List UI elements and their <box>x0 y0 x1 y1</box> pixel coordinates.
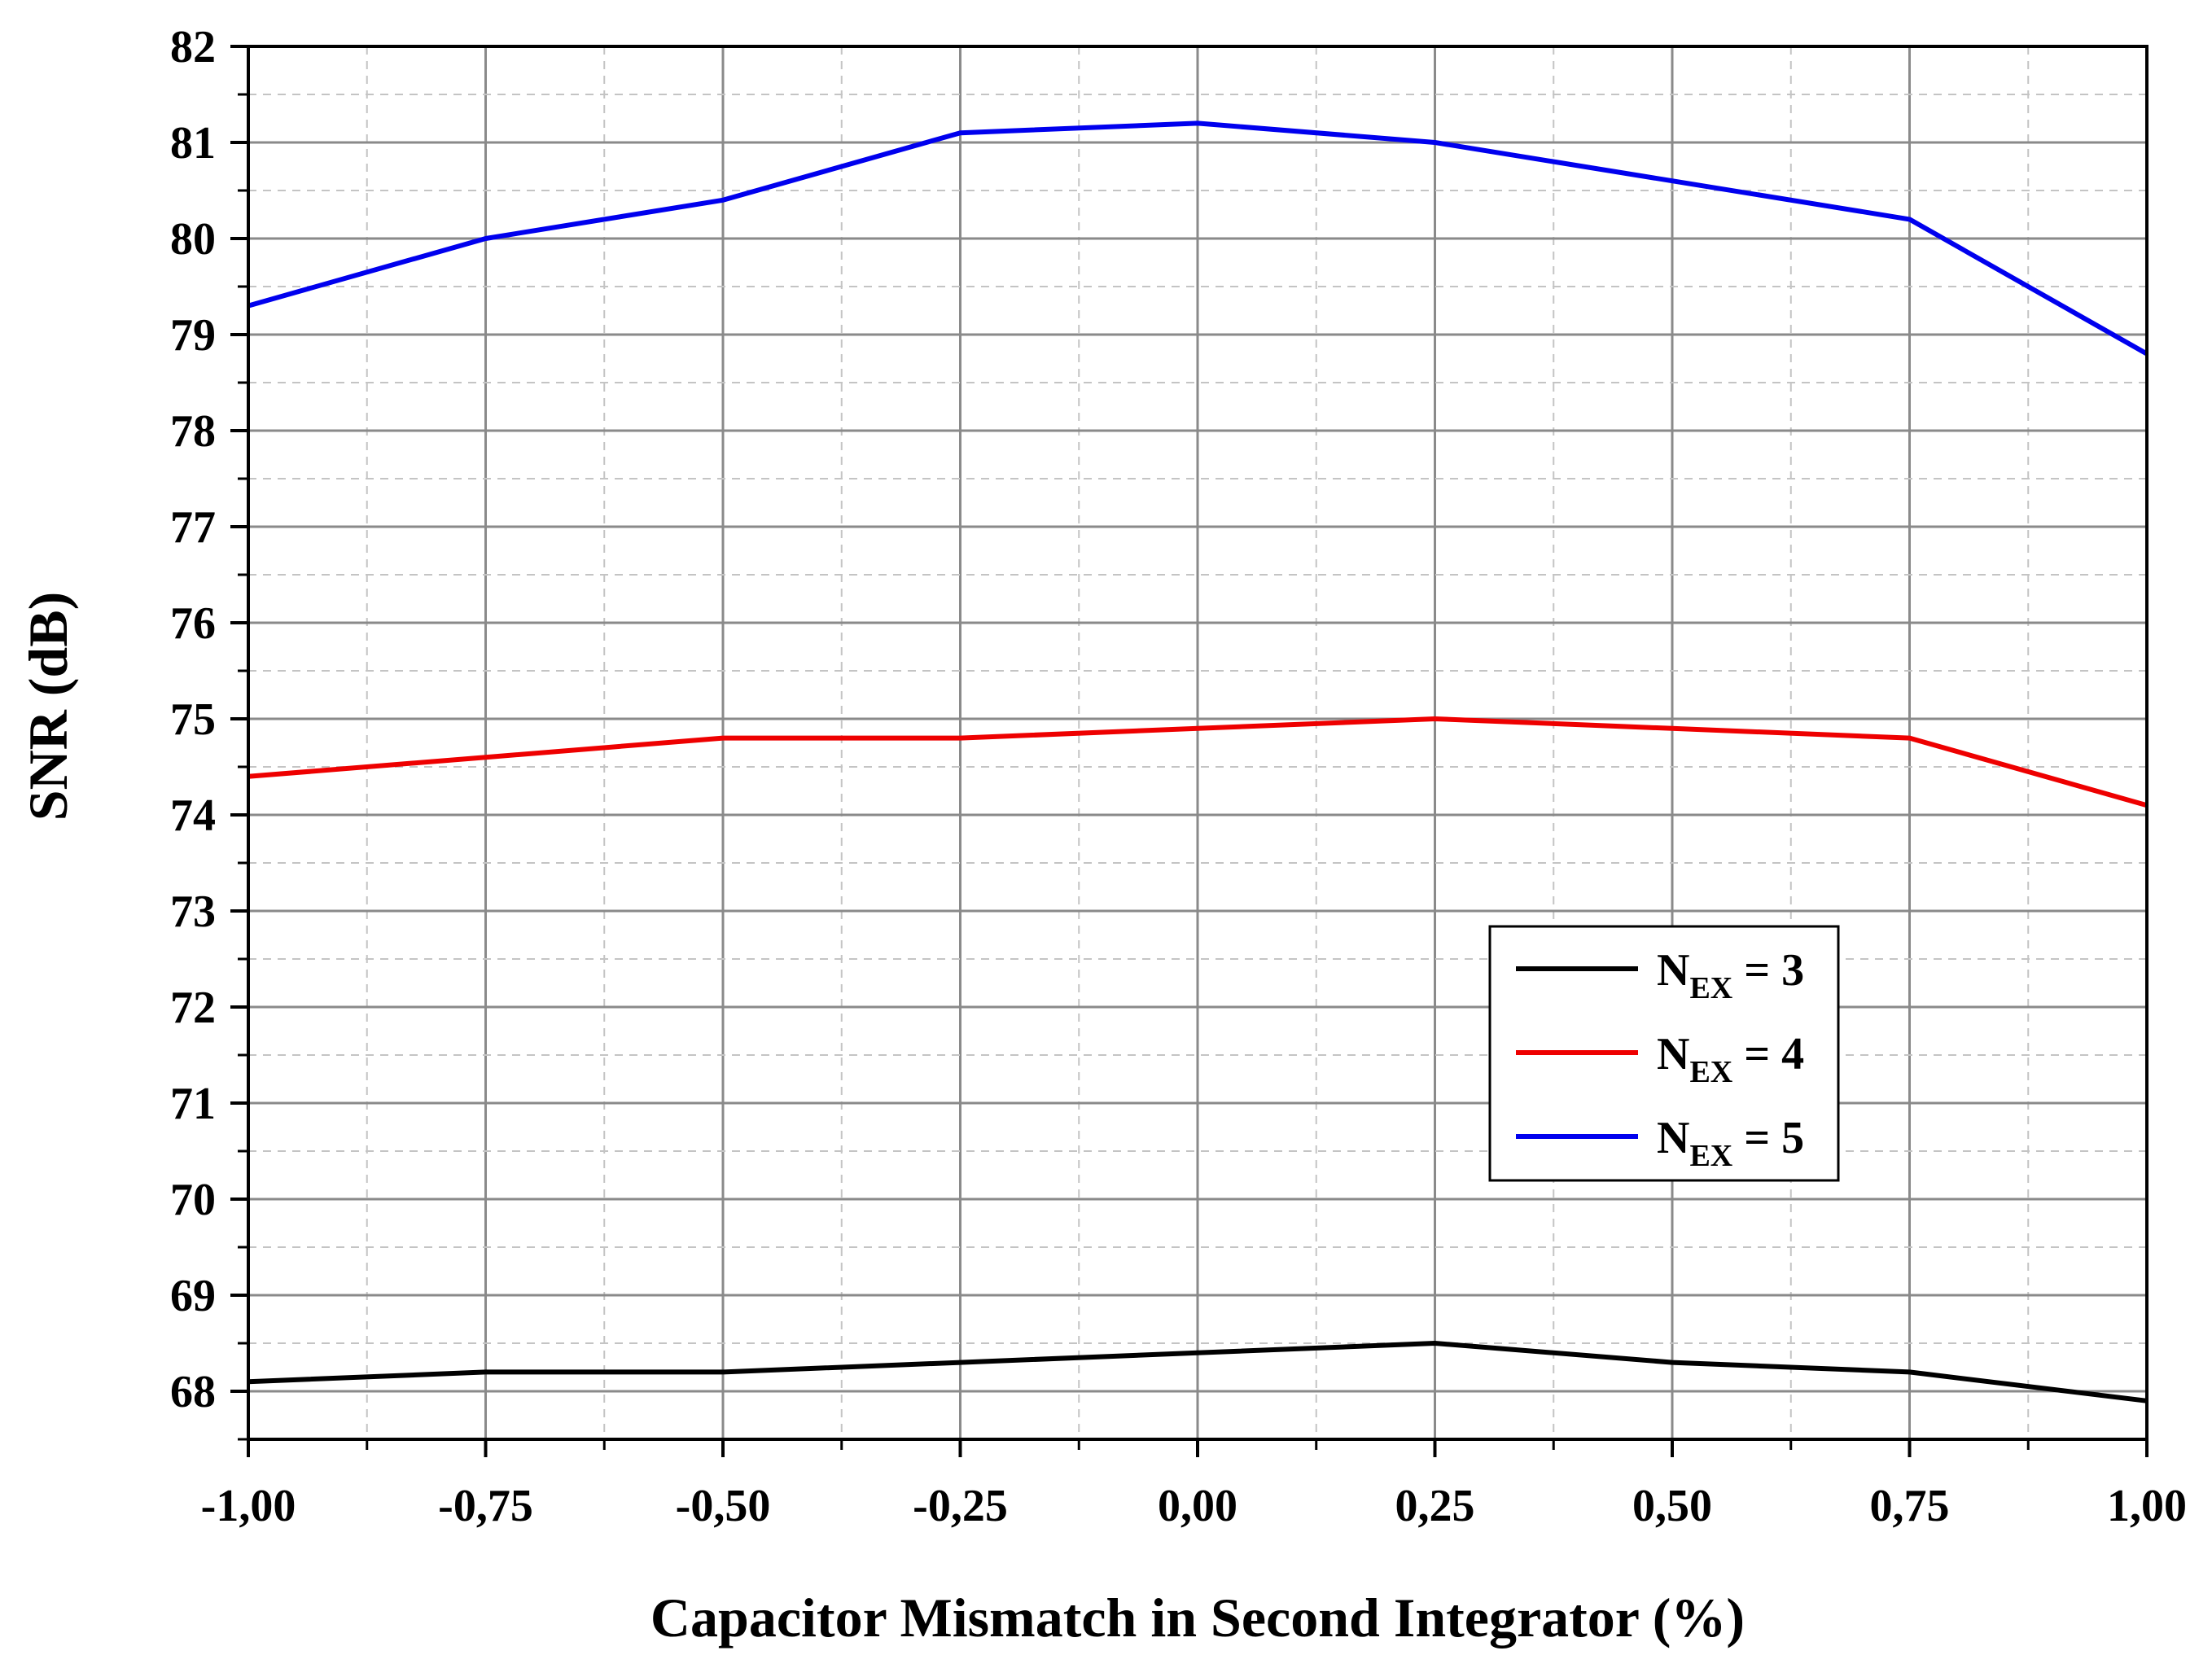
y-tick-label: 71 <box>170 1079 216 1129</box>
y-tick-label: 68 <box>170 1367 216 1417</box>
legend-label: NEX = 5 <box>1657 1113 1804 1173</box>
tick-labels: -1,00 -0,75 -0,50 -0,25 0,00 0,25 0,50 0,75 1,00… <box>170 22 2187 1531</box>
x-tick-label: 0,75 <box>1870 1481 1950 1531</box>
x-tick-label: -1,00 <box>201 1481 296 1531</box>
x-tick-label: 0,50 <box>1632 1481 1712 1531</box>
legend-label: NEX = 3 <box>1657 945 1804 1005</box>
legend: NEX = 3 NEX = 4 NEX = 5 <box>1488 925 1840 1182</box>
x-tick-label: 1,00 <box>2107 1481 2187 1531</box>
grid-lines <box>247 45 2148 1440</box>
y-tick-label: 82 <box>170 22 216 72</box>
y-tick-label: 78 <box>170 406 216 457</box>
y-tick-label: 81 <box>170 118 216 169</box>
series-line <box>247 120 2148 357</box>
axis-ticks <box>230 45 2148 1457</box>
y-tick-label: 72 <box>170 983 216 1033</box>
series-line <box>247 716 2148 808</box>
y-tick-label: 76 <box>170 598 216 649</box>
y-tick-label: 73 <box>170 887 216 937</box>
y-tick-label: 75 <box>170 694 216 745</box>
x-axis-title: Capacitor Mismatch in Second Integrator … <box>650 1587 1745 1649</box>
y-tick-label: 70 <box>170 1175 216 1225</box>
x-tick-label: -0,25 <box>913 1481 1008 1531</box>
y-tick-label: 80 <box>170 214 216 265</box>
x-tick-label: 0,00 <box>1158 1481 1237 1531</box>
y-axis-title: SNR (dB) <box>17 592 79 821</box>
y-tick-label: 69 <box>170 1271 216 1321</box>
y-tick-label: 77 <box>170 502 216 553</box>
x-tick-label: 0,25 <box>1395 1481 1475 1531</box>
y-tick-label: 74 <box>170 790 216 841</box>
x-tick-label: -0,50 <box>676 1481 771 1531</box>
legend-label: NEX = 4 <box>1657 1029 1804 1089</box>
series-line <box>247 1341 2148 1403</box>
y-tick-label: 79 <box>170 310 216 361</box>
x-tick-label: -0,75 <box>438 1481 533 1531</box>
series-lines <box>247 120 2148 1403</box>
